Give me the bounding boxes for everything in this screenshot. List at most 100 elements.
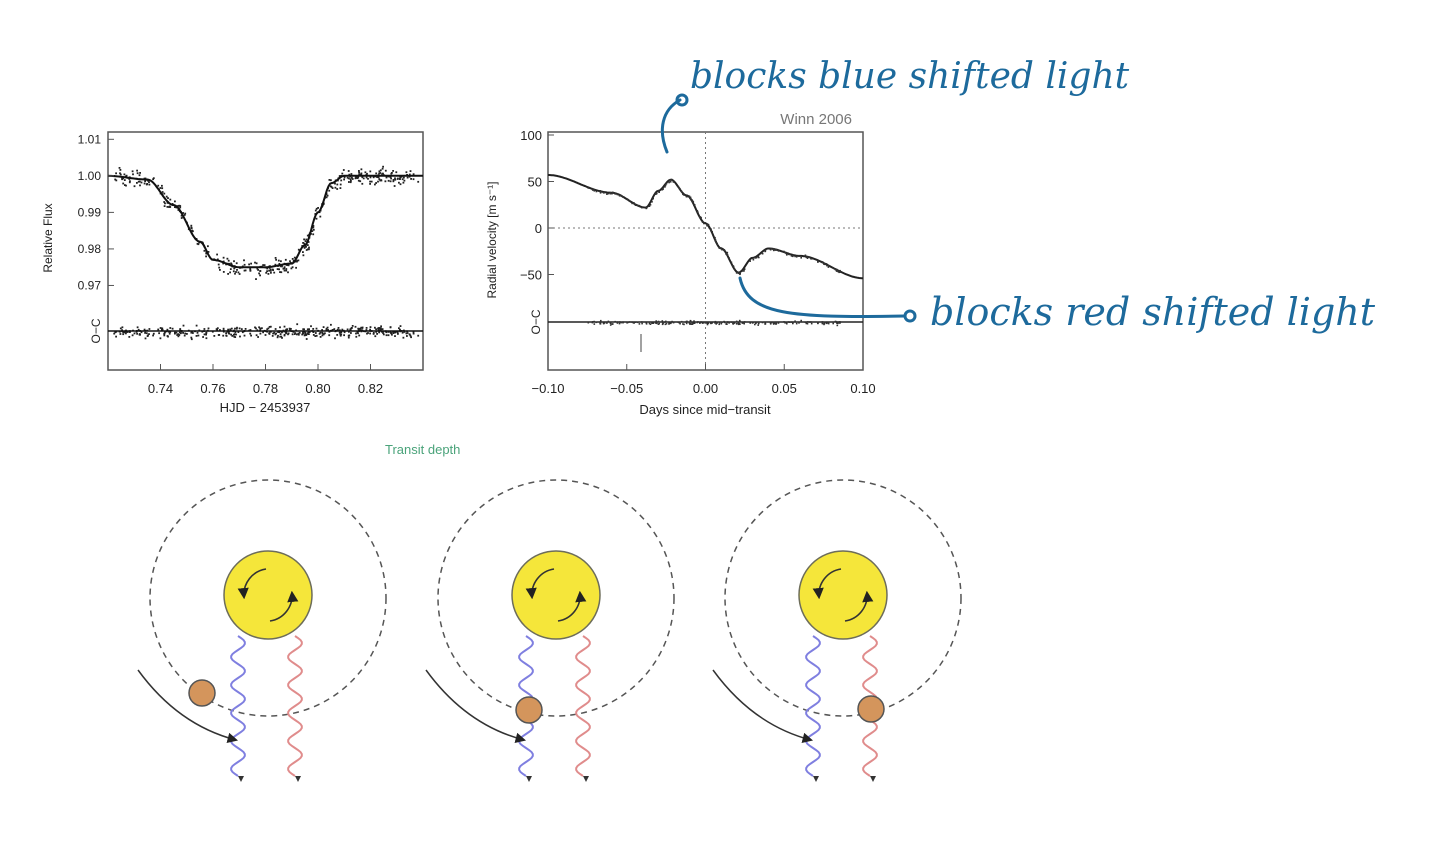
velocity-residual-point <box>838 321 840 323</box>
flux-point <box>179 205 182 207</box>
flux-residual-point <box>315 334 318 337</box>
flux-residual-point <box>355 335 358 338</box>
velocity-point <box>665 182 668 185</box>
flux-point <box>235 262 238 265</box>
flux-point <box>339 183 342 186</box>
flux-point <box>410 178 412 180</box>
flux-point <box>140 181 143 184</box>
flux-point <box>263 264 266 266</box>
light-curve-residual-points <box>113 323 420 341</box>
flux-point <box>377 176 380 179</box>
flux-residual-point <box>258 326 260 329</box>
flux-residual-point <box>267 327 270 330</box>
velocity-point <box>691 201 694 203</box>
flux-point <box>164 202 166 205</box>
flux-point <box>354 177 357 180</box>
velocity-residual-point <box>738 319 741 322</box>
flux-point <box>250 262 252 265</box>
flux-point <box>207 251 210 253</box>
flux-residual-point <box>390 332 393 334</box>
light-curve-x-axis-label: HJD − 2453937 <box>220 400 311 415</box>
blue-shift-annotation: blocks blue shifted light <box>660 56 1130 154</box>
flux-point <box>334 186 337 189</box>
flux-point <box>284 258 287 261</box>
flux-point <box>278 268 280 271</box>
velocity-residual-point <box>679 322 681 325</box>
flux-point <box>358 171 360 174</box>
red-annotation-text: blocks red shifted light <box>930 290 1376 334</box>
flux-point <box>262 264 264 266</box>
red-shift-annotation: blocks red shifted light <box>738 276 1376 334</box>
flux-point <box>166 206 169 208</box>
flux-residual-point <box>215 328 218 330</box>
flux-residual-point <box>182 324 185 327</box>
flux-point <box>378 178 381 180</box>
flux-residual-point <box>121 329 123 332</box>
flux-point <box>124 184 126 186</box>
flux-residual-point <box>213 335 216 337</box>
flux-point <box>267 273 270 275</box>
flux-point <box>328 189 331 192</box>
radial-velocity-y-tick-label: 50 <box>528 175 542 190</box>
velocity-point <box>595 190 598 193</box>
flux-residual-point <box>361 327 364 329</box>
velocity-point <box>806 257 809 259</box>
velocity-point <box>825 263 828 265</box>
flux-point <box>180 217 183 219</box>
velocity-residual-point <box>795 322 798 325</box>
flux-residual-point <box>256 329 259 332</box>
flux-point <box>311 230 314 232</box>
flux-residual-point <box>297 333 300 336</box>
flux-residual-point <box>291 333 294 336</box>
velocity-residual-point <box>772 321 774 324</box>
flux-residual-point <box>217 334 220 336</box>
blue-annotation-dot <box>675 93 689 107</box>
flux-point <box>222 256 225 259</box>
velocity-residual-point <box>620 321 622 324</box>
flux-residual-point <box>123 331 126 334</box>
radial-velocity-y-tick-label: −50 <box>520 268 542 283</box>
flux-point <box>235 271 237 273</box>
velocity-point <box>757 255 759 258</box>
velocity-residual-point <box>735 320 738 323</box>
velocity-residual-point <box>710 321 712 324</box>
velocity-point <box>710 230 712 232</box>
flux-residual-point <box>148 333 150 335</box>
flux-point <box>205 255 207 258</box>
flux-point <box>285 268 288 270</box>
flux-point <box>269 268 272 271</box>
velocity-residual-point <box>711 322 713 324</box>
flux-point <box>222 262 225 265</box>
velocity-point <box>638 204 641 207</box>
flux-point <box>279 265 282 268</box>
radial-velocity-x-tick-label: 0.00 <box>693 381 718 396</box>
velocity-point <box>754 256 756 258</box>
velocity-point <box>627 198 629 201</box>
flux-residual-point <box>304 332 307 335</box>
velocity-point <box>738 272 741 275</box>
velocity-point <box>798 255 800 257</box>
flux-residual-point <box>321 329 323 331</box>
flux-point <box>336 183 339 186</box>
flux-point <box>312 225 315 227</box>
flux-residual-point <box>401 331 404 334</box>
velocity-residual-point <box>701 322 704 324</box>
velocity-point <box>834 268 837 270</box>
velocity-residual-point <box>633 322 635 324</box>
velocity-point <box>775 249 778 251</box>
red-annotation-dot <box>903 309 917 323</box>
flux-residual-point <box>158 332 160 335</box>
flux-point <box>296 260 298 263</box>
velocity-residual-point <box>817 321 819 324</box>
flux-point <box>174 200 176 203</box>
flux-point <box>249 267 252 270</box>
velocity-residual-point <box>772 323 775 325</box>
flux-residual-point <box>133 332 136 335</box>
flux-residual-point <box>306 332 309 335</box>
velocity-residual-point <box>618 322 621 325</box>
velocity-residual-point <box>662 322 664 324</box>
flux-residual-point <box>380 325 382 328</box>
flux-point <box>339 187 342 189</box>
flux-residual-point <box>287 332 290 335</box>
velocity-residual-point <box>839 321 841 323</box>
